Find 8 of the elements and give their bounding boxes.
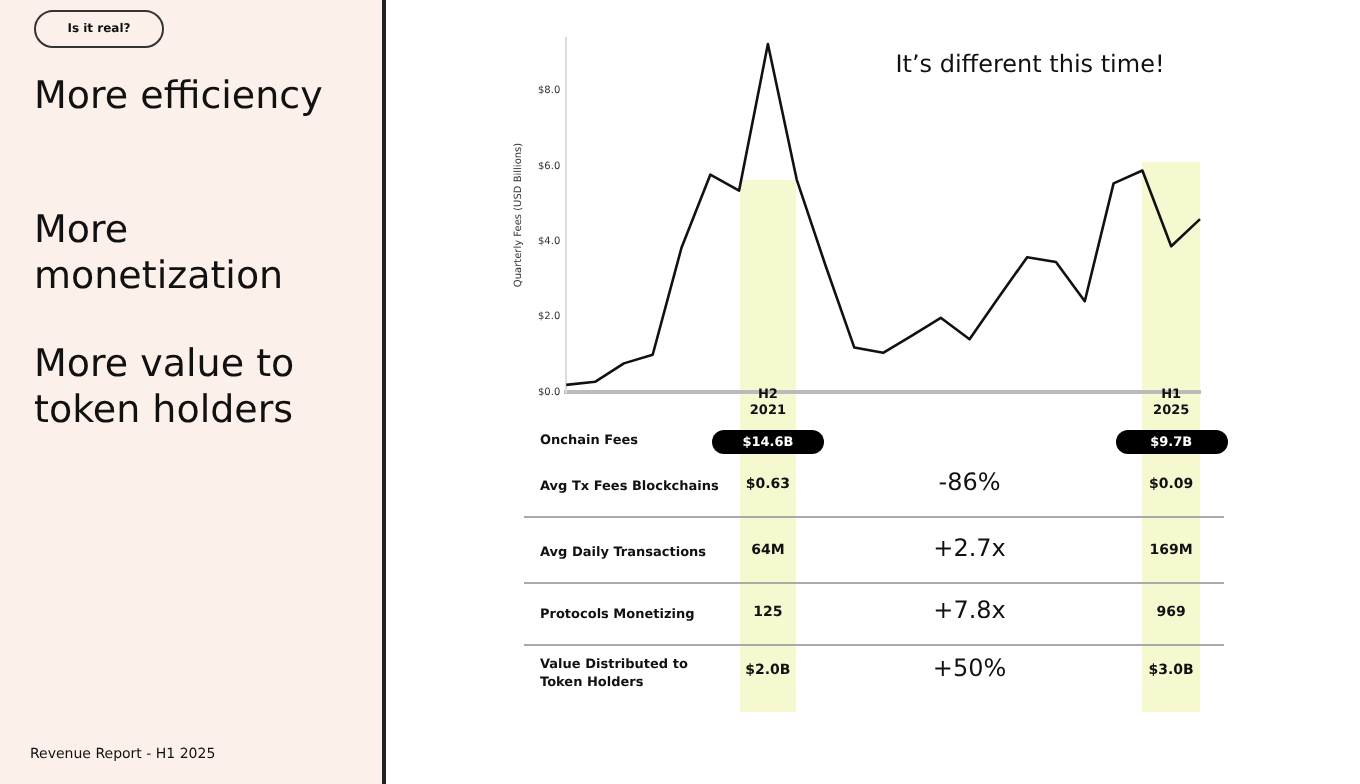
text: +50% bbox=[930, 654, 1009, 683]
text: It’s different this time! bbox=[895, 50, 1165, 78]
text: -86% bbox=[936, 468, 1003, 497]
text: +2.7x bbox=[931, 534, 1008, 563]
text: More value to token holders bbox=[34, 342, 297, 434]
text: +7.8x bbox=[931, 596, 1008, 625]
text: More monetization bbox=[34, 208, 286, 300]
text: More efficiency bbox=[34, 74, 325, 120]
